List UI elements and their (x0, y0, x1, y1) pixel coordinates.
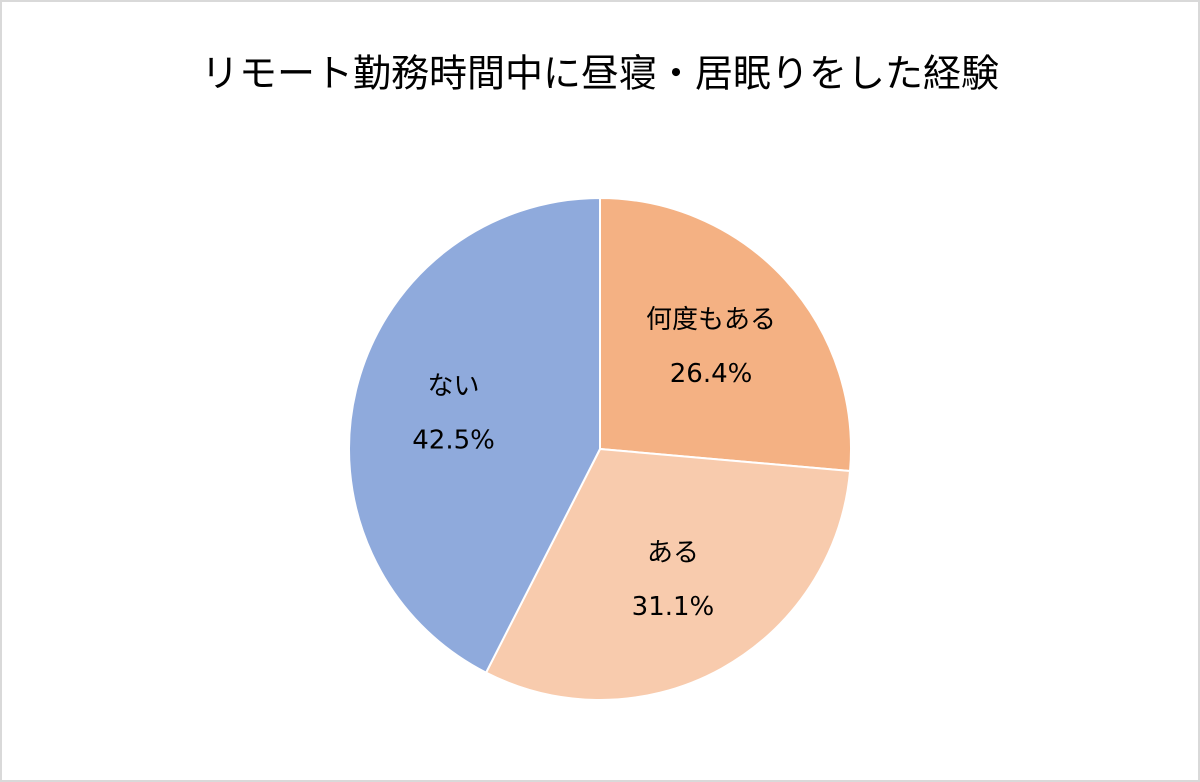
chart-title: リモート勤務時間中に昼寝・居眠りをした経験 (201, 52, 999, 96)
slice-value-label: 26.4% (670, 359, 753, 389)
pie-slice (347, 196, 601, 674)
pie-slice (599, 196, 852, 473)
slice-category-label: ある (647, 538, 699, 568)
slice-category-label: ない (428, 371, 480, 401)
slice-value-label: 42.5% (412, 425, 495, 455)
pie-slice (484, 447, 852, 701)
slice-value-label: 31.1% (632, 592, 715, 622)
slice-category-label: 何度もある (646, 305, 776, 335)
